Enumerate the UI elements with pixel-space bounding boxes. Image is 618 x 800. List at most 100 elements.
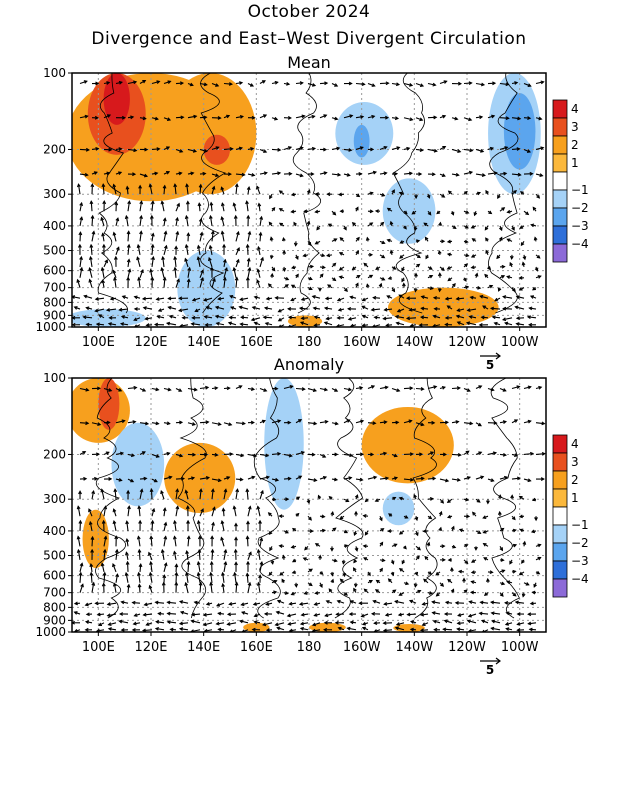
wind-vector-head — [94, 308, 99, 313]
wind-vector — [277, 627, 285, 631]
colorbar-swatch — [552, 171, 568, 191]
wind-vector-head — [260, 256, 264, 261]
wind-vector-head — [281, 236, 286, 242]
wind-vector-head — [361, 305, 366, 310]
wind-vector-head — [101, 582, 106, 587]
wind-vector-head — [447, 557, 452, 562]
wind-vector-head — [278, 208, 283, 212]
wind-vector-head — [324, 81, 329, 86]
wind-vector — [161, 267, 165, 278]
wind-vector-head — [409, 117, 414, 122]
wind-vector — [235, 489, 239, 500]
wind-vector-head — [337, 626, 342, 631]
wind-vector — [247, 258, 250, 267]
wind-vector — [210, 582, 213, 593]
wind-vector-head — [501, 275, 506, 279]
wind-vector-head — [253, 620, 258, 625]
wind-vector-head — [454, 116, 459, 121]
wind-vector-head — [360, 115, 365, 119]
wind-vector — [343, 387, 352, 391]
wind-vector-head — [443, 80, 448, 84]
wind-vector-head — [205, 476, 211, 480]
wind-vector-head — [156, 80, 161, 84]
wind-vector-head — [512, 592, 517, 597]
wind-vector — [295, 173, 303, 177]
wind-vector-head — [288, 171, 293, 176]
wind-vector — [515, 306, 525, 310]
wind-vector — [90, 244, 93, 255]
x-tick-label: 180 — [297, 640, 322, 655]
wind-vector — [300, 627, 309, 631]
wind-vector-head — [478, 451, 483, 455]
wind-vector-head — [191, 297, 196, 302]
wind-vector-head — [197, 548, 202, 554]
wind-vector-head — [404, 515, 409, 519]
wind-vector-head — [114, 548, 119, 553]
wind-vector-head — [302, 253, 307, 258]
wind-vector-head — [361, 621, 367, 626]
wind-vector-head — [185, 200, 190, 205]
wind-vector-head — [246, 214, 251, 219]
wind-vector-head — [513, 190, 517, 194]
wind-vector-head — [167, 387, 172, 392]
wind-vector — [191, 323, 201, 326]
wind-vector-head — [275, 610, 280, 615]
wind-vector — [463, 171, 473, 175]
wind-vector — [198, 550, 201, 560]
wind-vector-head — [418, 323, 423, 327]
wind-vector-head — [419, 148, 424, 152]
wind-vector-head — [228, 315, 233, 320]
wind-vector-head — [428, 571, 433, 575]
wind-vector-head — [540, 477, 545, 481]
colorbar-swatch — [552, 560, 568, 580]
wind-vector-head — [79, 255, 83, 261]
wind-vector-head — [247, 581, 252, 586]
wind-vector-head — [308, 582, 313, 587]
wind-vector — [257, 549, 261, 560]
wind-vector-head — [529, 451, 535, 456]
wind-vector-head — [76, 183, 81, 188]
wind-vector-head — [137, 583, 142, 588]
wind-vector-head — [503, 171, 508, 176]
wind-vector — [115, 574, 119, 583]
wind-vector-head — [306, 500, 311, 505]
wind-vector-head — [256, 548, 261, 554]
wind-vector-head — [118, 147, 123, 151]
wind-vector-head — [256, 279, 260, 284]
wind-vector-head — [150, 232, 155, 237]
wind-vector — [451, 387, 460, 390]
wind-vector — [403, 478, 413, 481]
wind-vector-head — [300, 297, 305, 301]
wind-vector-head — [381, 558, 386, 563]
wind-vector-head — [334, 388, 339, 392]
wind-vector-head — [296, 496, 301, 501]
wind-vector-head — [264, 321, 269, 326]
wind-vector-head — [393, 543, 398, 548]
wind-vector — [491, 307, 501, 310]
wind-vector-head — [178, 627, 184, 631]
wind-vector-head — [514, 419, 519, 423]
wind-vector-head — [506, 209, 511, 214]
wind-vector-head — [133, 80, 138, 85]
wind-vector — [396, 622, 405, 626]
wind-vector-head — [514, 600, 519, 605]
wind-vector — [199, 476, 209, 480]
wind-vector-head — [239, 114, 245, 119]
wind-vector-head — [398, 496, 403, 501]
wind-vector-head — [424, 236, 429, 241]
wind-vector — [240, 323, 249, 326]
wind-vector-head — [220, 202, 225, 207]
wind-vector-head — [78, 231, 83, 236]
wind-vector-head — [344, 529, 349, 534]
wind-vector-head — [420, 422, 425, 427]
wind-vector — [427, 148, 437, 152]
wind-vector — [487, 172, 497, 175]
wind-vector-head — [241, 629, 246, 632]
zero-contour — [253, 378, 281, 619]
wind-vector-head — [337, 172, 342, 177]
wind-vector-head — [101, 183, 106, 188]
wind-vector-head — [516, 622, 521, 626]
wind-vector-head — [519, 528, 524, 533]
wind-vector — [138, 549, 141, 560]
wind-vector-head — [245, 200, 249, 205]
